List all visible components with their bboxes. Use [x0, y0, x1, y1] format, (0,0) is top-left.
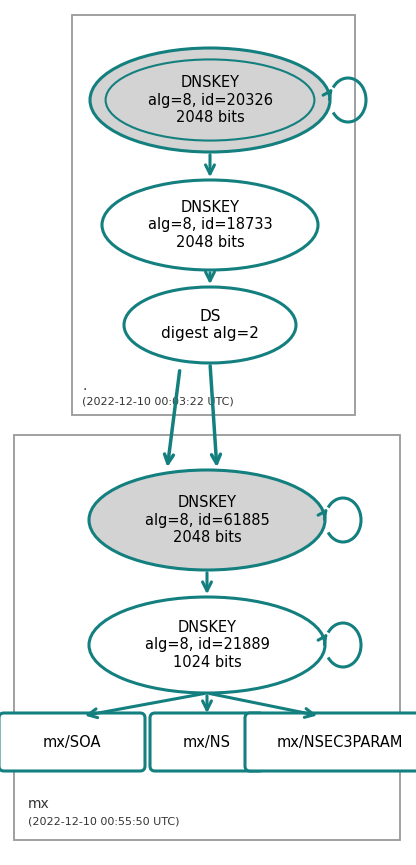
Ellipse shape	[89, 597, 325, 693]
Bar	[14, 435, 400, 840]
Text: (2022-12-10 00:55:50 UTC): (2022-12-10 00:55:50 UTC)	[28, 816, 179, 826]
Text: (2022-12-10 00:03:22 UTC): (2022-12-10 00:03:22 UTC)	[82, 397, 234, 407]
Ellipse shape	[90, 48, 330, 152]
Text: DNSKEY
alg=8, id=20326
2048 bits: DNSKEY alg=8, id=20326 2048 bits	[148, 75, 272, 125]
Text: mx/NS: mx/NS	[183, 734, 231, 749]
Text: DS
digest alg=2: DS digest alg=2	[161, 309, 259, 341]
Text: .: .	[82, 379, 87, 393]
FancyBboxPatch shape	[0, 713, 145, 771]
Ellipse shape	[124, 287, 296, 363]
Ellipse shape	[102, 180, 318, 270]
Text: mx/NSEC3PARAM: mx/NSEC3PARAM	[277, 734, 403, 749]
Text: DNSKEY
alg=8, id=21889
1024 bits: DNSKEY alg=8, id=21889 1024 bits	[145, 620, 270, 670]
Text: mx: mx	[28, 797, 50, 811]
FancyBboxPatch shape	[150, 713, 264, 771]
Text: DNSKEY
alg=8, id=18733
2048 bits: DNSKEY alg=8, id=18733 2048 bits	[148, 200, 272, 250]
Text: DNSKEY
alg=8, id=61885
2048 bits: DNSKEY alg=8, id=61885 2048 bits	[145, 495, 270, 545]
FancyBboxPatch shape	[245, 713, 416, 771]
Text: mx/SOA: mx/SOA	[43, 734, 101, 749]
Bar	[72, 15, 355, 415]
Ellipse shape	[89, 470, 325, 570]
